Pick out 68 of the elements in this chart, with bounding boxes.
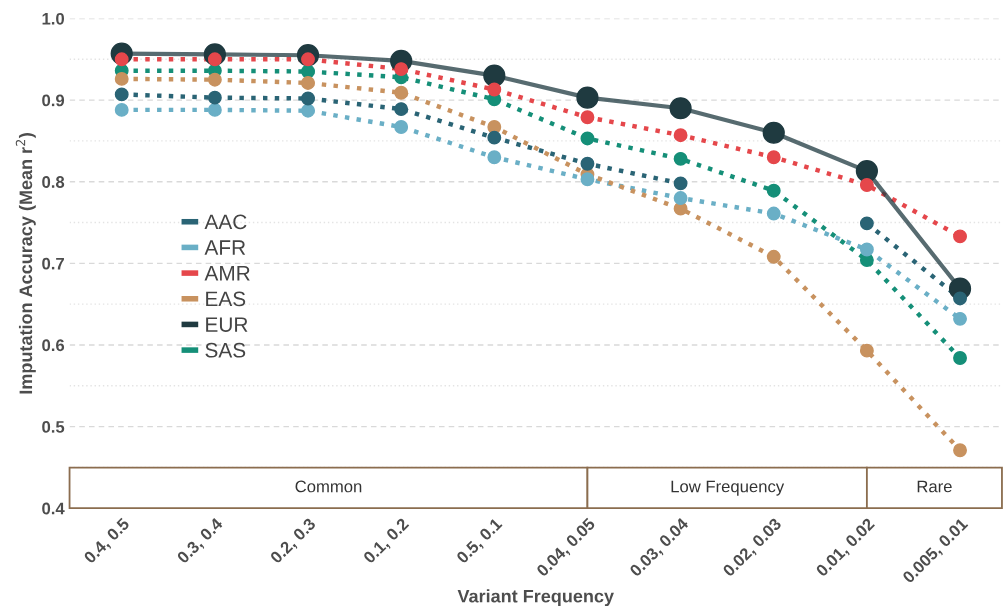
point (114, 87, 129, 102)
point (766, 249, 781, 264)
y-tick-label: 0.8 (42, 176, 65, 188)
point (394, 120, 409, 134)
y-axis-title: Imputation Accuracy (Mean r$^{2}$) (15, 133, 36, 394)
point (673, 176, 688, 191)
x-tick-label: 0.01, 0.02 (815, 517, 877, 579)
point (580, 110, 595, 125)
y-tick-label: 1.0 (42, 12, 65, 25)
point (580, 156, 595, 171)
point (207, 102, 222, 117)
legend-label: EUR (206, 317, 248, 332)
legend-label: AAC (204, 214, 247, 230)
point (394, 102, 409, 117)
legend-label: AMR (204, 266, 250, 281)
point (859, 178, 874, 192)
point (762, 121, 785, 144)
point (483, 64, 506, 87)
point (301, 76, 315, 90)
y-tick-label: 0.9 (42, 94, 65, 107)
x-tick-label: 0.02, 0.03 (722, 517, 784, 579)
point (669, 97, 692, 120)
x-tick-label: 0.3, 0.4 (176, 516, 226, 566)
point (576, 86, 599, 109)
legend-label: SAS (205, 342, 246, 358)
point (859, 343, 874, 358)
point (859, 216, 874, 231)
point (394, 85, 409, 100)
legend-label: EAS (206, 291, 246, 307)
point (580, 172, 595, 187)
point (487, 150, 502, 165)
point (953, 291, 967, 306)
point (207, 90, 222, 105)
point (953, 443, 967, 458)
point (301, 103, 315, 118)
point (953, 311, 967, 326)
x-tick-label: 0.1, 0.2 (362, 517, 412, 566)
y-tick-label: 0.5 (42, 420, 65, 433)
point (766, 183, 781, 198)
y-tick-label: 0.6 (42, 339, 65, 352)
point (114, 71, 129, 86)
x-tick-label: 0.4, 0.5 (83, 517, 132, 566)
legend-label: AFR (204, 240, 246, 255)
point (673, 191, 688, 205)
point (673, 151, 688, 166)
point (301, 91, 315, 106)
x-tick-label: 0.5, 0.1 (455, 517, 505, 566)
point (207, 72, 222, 87)
band-label: Low Frequency (671, 480, 785, 496)
y-tick-label: 0.7 (42, 257, 64, 270)
point (394, 62, 409, 77)
point (953, 229, 967, 244)
point (580, 131, 595, 146)
point (855, 159, 879, 183)
band-label: Common (295, 480, 362, 493)
point (673, 128, 688, 143)
point (766, 206, 781, 221)
point (766, 150, 781, 165)
point (487, 130, 502, 145)
band-label: Rare (917, 480, 952, 493)
y-tick-label: 0.4 (42, 502, 65, 515)
x-tick-label: 0.03, 0.04 (628, 516, 691, 579)
point (487, 82, 502, 97)
point (859, 242, 874, 257)
x-axis-title: Variant Frequency (457, 589, 614, 607)
point (114, 102, 129, 117)
point (953, 351, 967, 365)
x-tick-label: 0.2, 0.3 (269, 517, 318, 566)
